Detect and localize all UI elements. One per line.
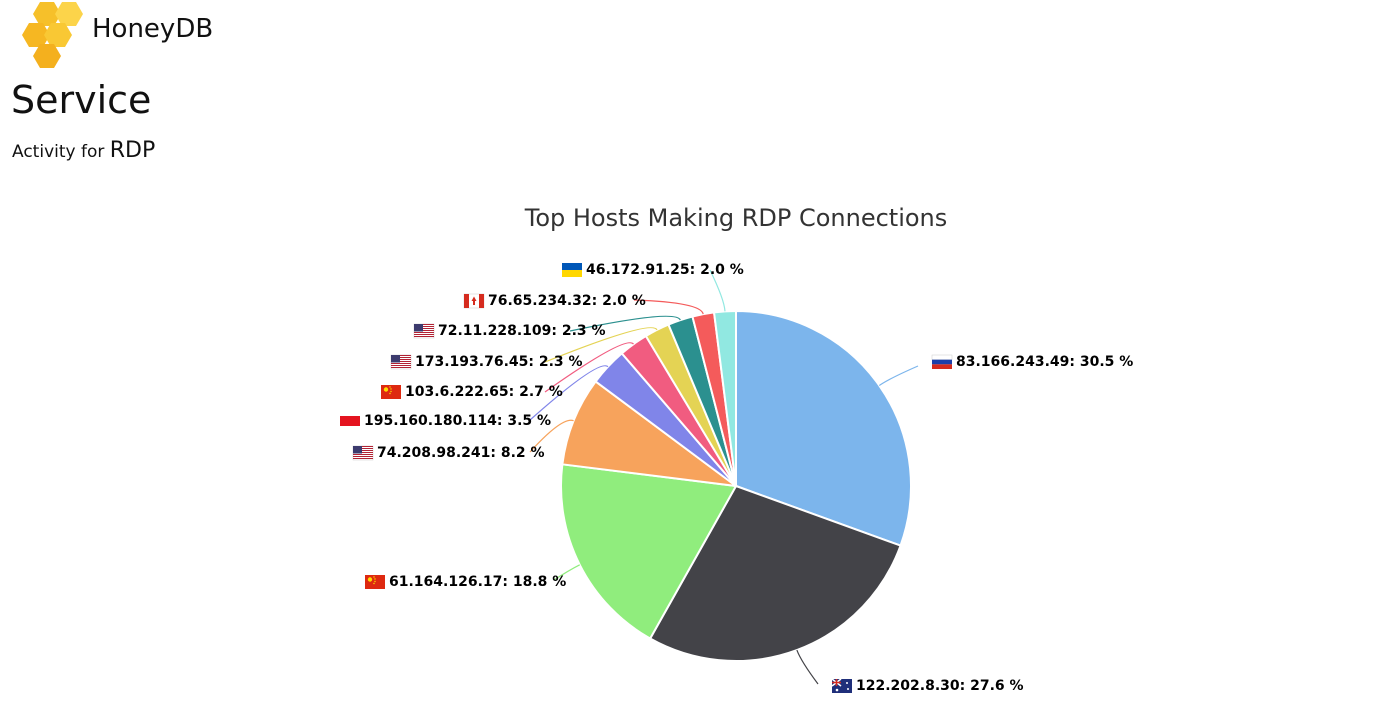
slice-label-group[interactable]: 122.202.8.30: 27.6 % — [831, 678, 1024, 694]
label-connector — [544, 342, 634, 393]
label-connector — [529, 419, 574, 453]
slice-label-group[interactable]: 74.208.98.241: 8.2 % — [352, 445, 545, 461]
label-connector — [569, 315, 681, 332]
slice-label-group[interactable]: 173.193.76.45: 2.3 % — [390, 354, 583, 370]
page-title: Service — [11, 78, 152, 122]
slice-label-group[interactable]: 46.172.91.25: 2.0 % — [562, 262, 744, 278]
label-connector — [544, 327, 658, 363]
slice-label-group[interactable]: 195.160.180.114: 3.5 % — [340, 413, 551, 429]
slice-labels: 83.166.243.49: 30.5 % 122.202.8.30: 27.6 … — [340, 262, 1133, 694]
pie-slice[interactable] — [560, 463, 738, 640]
slice-label: 61.164.126.17: 18.8 % — [389, 574, 566, 590]
slice-label: 83.166.243.49: 30.5 % — [956, 354, 1133, 370]
slice-label-group[interactable]: 61.164.126.17: 18.8 % — [365, 574, 566, 590]
pie-slice[interactable] — [735, 309, 912, 547]
slice-label-group[interactable]: 103.6.222.65: 2.7 % — [381, 384, 563, 400]
pie-slice[interactable] — [712, 309, 737, 487]
page-subtitle: Activity for RDP — [12, 138, 155, 163]
russia-flag-icon — [931, 354, 953, 369]
usa-flag-icon — [413, 323, 435, 339]
label-connector — [633, 299, 704, 315]
pie-slices — [560, 309, 912, 662]
label-connector — [529, 365, 609, 421]
slice-label: 103.6.222.65: 2.7 % — [405, 384, 563, 400]
slice-label-group[interactable]: 83.166.243.49: 30.5 % — [931, 354, 1133, 370]
china-flag-icon — [365, 575, 385, 589]
label-connector — [878, 365, 919, 387]
canada-flag-icon — [463, 293, 485, 309]
service-name: RDP — [109, 138, 156, 163]
label-connector — [709, 269, 726, 312]
slice-label-group[interactable]: 72.11.228.109: 2.3 % — [413, 323, 606, 339]
label-connector — [796, 649, 819, 685]
china-flag-icon — [381, 385, 401, 399]
label-connector — [553, 564, 581, 581]
slice-label: 122.202.8.30: 27.6 % — [856, 678, 1024, 694]
slice-label: 46.172.91.25: 2.0 % — [586, 262, 744, 278]
pie-slice[interactable] — [561, 380, 740, 488]
ukraine-flag-icon — [562, 263, 582, 277]
slice-label: 74.208.98.241: 8.2 % — [377, 445, 545, 461]
honeydb-logo-icon — [22, 2, 83, 68]
subtitle-prefix: Activity for — [12, 142, 105, 162]
brand-name[interactable]: HoneyDB — [92, 14, 214, 44]
pie-slice[interactable] — [648, 484, 902, 662]
australia-flag-icon — [831, 678, 852, 693]
slice-label: 72.11.228.109: 2.3 % — [438, 323, 606, 339]
usa-flag-icon — [352, 445, 374, 461]
slice-label: 195.160.180.114: 3.5 % — [364, 413, 551, 429]
slice-label: 76.65.234.32: 2.0 % — [488, 293, 646, 309]
slice-label: 173.193.76.45: 2.3 % — [415, 354, 583, 370]
usa-flag-icon — [390, 354, 412, 370]
chart-title: Top Hosts Making RDP Connections — [524, 204, 948, 232]
red-flag-icon — [340, 416, 360, 426]
label-connectors — [529, 269, 919, 685]
slice-label-group[interactable]: 76.65.234.32: 2.0 % — [463, 293, 646, 309]
